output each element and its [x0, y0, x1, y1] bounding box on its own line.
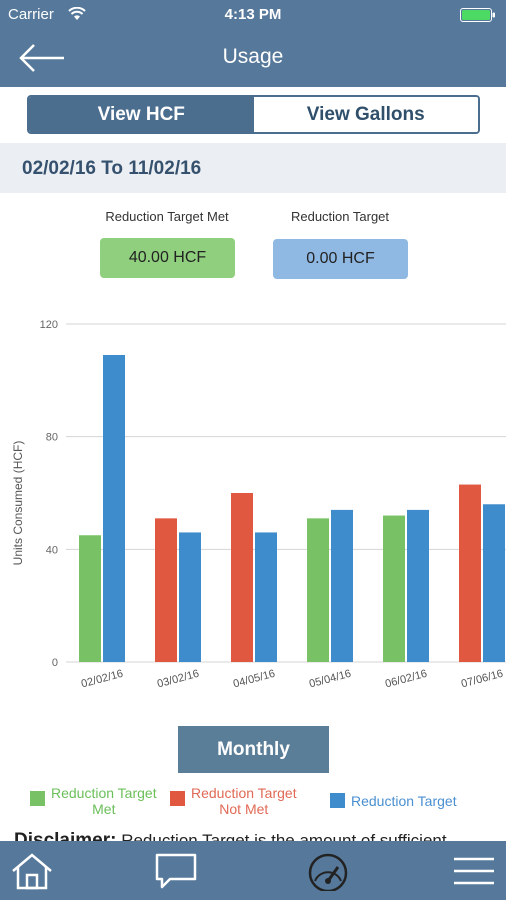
date-range-bar: 02/02/16 To 11/02/16: [0, 143, 506, 193]
legend-label: Met: [92, 801, 116, 817]
unit-toggle: View HCF View Gallons: [27, 95, 480, 134]
legend-label: Reduction Target: [51, 785, 157, 801]
bar: [483, 504, 505, 662]
legend-swatch: [30, 791, 45, 806]
bar: [179, 532, 201, 662]
y-axis-label: Units Consumed (HCF): [11, 441, 25, 566]
x-tick-label: 04/05/16: [232, 668, 276, 691]
disclaimer: Disclaimer: Reduction Target is the amou…: [14, 830, 494, 844]
y-tick-label: 40: [46, 544, 58, 556]
gauge-icon[interactable]: [306, 851, 350, 891]
y-tick-label: 0: [52, 657, 58, 669]
tab-bar: [0, 841, 506, 900]
view-gallons-button[interactable]: View Gallons: [253, 97, 478, 132]
arrow-left-icon: [19, 44, 64, 72]
menu-icon[interactable]: [452, 851, 496, 891]
x-tick-label: 05/04/16: [308, 668, 352, 691]
legend-item-target: Reduction Target: [330, 793, 457, 809]
legend-item-met: Reduction Target Met: [30, 785, 157, 817]
x-tick-label: 03/02/16: [156, 668, 200, 691]
page-title: Usage: [222, 45, 284, 68]
date-range: 02/02/16 To 11/02/16: [22, 158, 202, 179]
disclaimer-text: Reduction Target is the amount of suffic…: [121, 831, 447, 844]
bar: [231, 493, 253, 662]
legend-label: Reduction Target: [191, 785, 297, 801]
bar: [407, 509, 429, 662]
x-tick-label: 02/02/16: [80, 668, 124, 691]
nav-bar: Usage: [0, 30, 506, 87]
home-icon[interactable]: [10, 851, 54, 891]
bar: [103, 354, 125, 662]
battery-icon: [460, 8, 495, 22]
x-tick-label: 07/06/16: [460, 668, 504, 691]
back-button[interactable]: [18, 42, 66, 74]
legend-label: Reduction Target: [351, 793, 457, 809]
legend-item-not-met: Reduction Target Not Met: [170, 785, 297, 817]
chat-icon[interactable]: [154, 851, 198, 891]
x-tick-label: 06/02/16: [384, 668, 428, 691]
met-value-badge: 40.00 HCF: [100, 238, 235, 278]
status-bar: Carrier 4:13 PM: [0, 0, 506, 30]
monthly-button[interactable]: Monthly: [178, 726, 329, 773]
y-tick-label: 80: [46, 432, 58, 444]
wifi-icon: [68, 7, 86, 20]
target-label: Reduction Target: [290, 209, 390, 224]
bar: [255, 532, 277, 662]
target-value-badge: 0.00 HCF: [273, 239, 408, 279]
usage-chart: 0 40 80 120 Units Consumed (HCF) 02/02/16 03/0…: [11, 319, 506, 691]
met-label: Reduction Target Met: [105, 209, 229, 224]
legend-swatch: [330, 793, 345, 808]
disclaimer-heading: Disclaimer:: [14, 830, 117, 844]
bar: [155, 518, 177, 662]
bar: [331, 509, 353, 662]
carrier-label: Carrier: [8, 6, 54, 23]
bar: [307, 518, 329, 662]
bar: [459, 484, 481, 662]
status-time: 4:13 PM: [224, 6, 282, 23]
view-hcf-button[interactable]: View HCF: [29, 97, 254, 132]
bar: [79, 535, 101, 662]
y-tick-label: 120: [40, 319, 58, 331]
legend-label: Not Met: [219, 801, 269, 817]
legend-swatch: [170, 791, 185, 806]
bar: [383, 515, 405, 662]
